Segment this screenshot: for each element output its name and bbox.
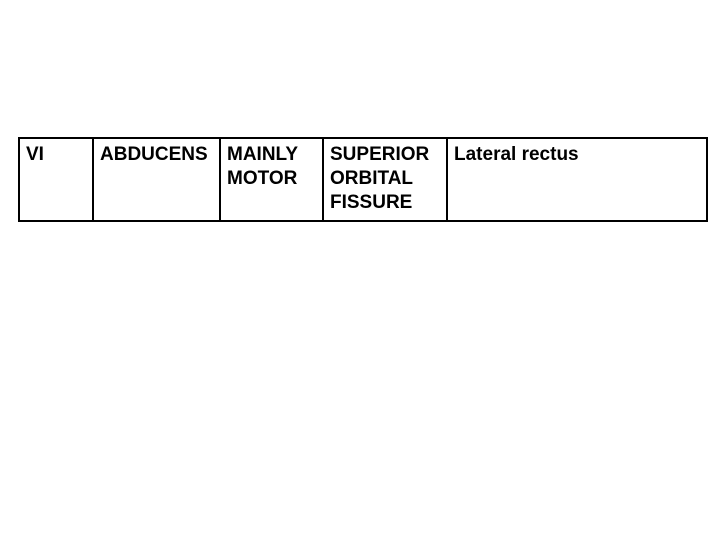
cell-nerve-type: MAINLY MOTOR [220,138,323,221]
cranial-nerve-table: VI ABDUCENS MAINLY MOTOR SUPERIOR ORBITA… [18,137,708,222]
cell-nerve-number: VI [19,138,93,221]
cell-nerve-name: ABDUCENS [93,138,220,221]
table-row: VI ABDUCENS MAINLY MOTOR SUPERIOR ORBITA… [19,138,707,221]
cell-nerve-foramen: SUPERIOR ORBITAL FISSURE [323,138,447,221]
cell-nerve-supplies: Lateral rectus [447,138,707,221]
page: VI ABDUCENS MAINLY MOTOR SUPERIOR ORBITA… [0,0,720,540]
